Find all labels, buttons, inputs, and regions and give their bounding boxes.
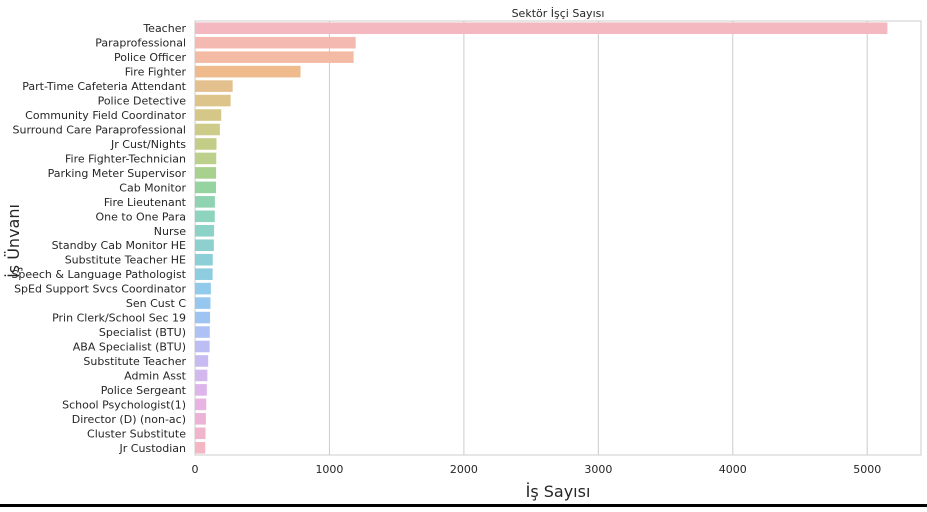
bar: [195, 167, 217, 179]
bar: [195, 340, 210, 353]
x-tick-labels: 0 1000 2000 3000 4000 5000: [192, 463, 882, 476]
x-tick-label: 0: [192, 463, 199, 476]
y-tick-label: Prin Clerk/School Sec 19: [52, 312, 186, 325]
y-tick-label: Sen Cust C: [126, 297, 186, 310]
x-axis-label: İş Sayısı: [526, 482, 591, 501]
bar: [195, 80, 233, 92]
bar: [195, 239, 214, 252]
bar: [195, 138, 217, 150]
y-tick-label: Nurse: [154, 225, 186, 238]
bar: [195, 36, 356, 49]
y-tick-label: Police Detective: [98, 95, 187, 108]
bar: [195, 253, 213, 266]
bar: [195, 282, 211, 295]
y-tick-label: Fire Fighter-Technician: [65, 152, 186, 165]
bar: [195, 152, 217, 165]
bar: [195, 427, 206, 440]
bar: [195, 94, 231, 107]
y-tick-label: Fire Lieutenant: [104, 196, 187, 209]
y-tick-label: Police Officer: [114, 51, 187, 64]
bar: [195, 297, 211, 309]
x-tick-label: 2000: [450, 463, 478, 476]
bar: [195, 384, 207, 396]
y-axis-label: İş Ünvanı: [4, 204, 23, 278]
y-tick-label: Jr Custodian: [119, 442, 186, 455]
y-tick-label: Director (D) (non-ac): [72, 413, 186, 426]
x-tick-label: 5000: [853, 463, 881, 476]
y-tick-label: Jr Cust/Nights: [110, 138, 186, 151]
y-tick-label: Fire Fighter: [125, 66, 187, 79]
y-tick-label: Cab Monitor: [119, 181, 186, 194]
bar: [195, 398, 207, 411]
y-tick-label: SpEd Support Svcs Coordinator: [14, 283, 186, 296]
bar: [195, 65, 301, 78]
bars-group: [195, 22, 888, 454]
bar: [195, 181, 216, 194]
y-tick-label: Parking Meter Supervisor: [48, 167, 187, 180]
y-tick-label: School Psychologist(1): [62, 398, 186, 411]
plot-frame: [194, 20, 922, 456]
bar: [195, 123, 220, 136]
y-tick-label: Substitute Teacher HE: [65, 254, 186, 267]
chart-title: Sektör İşçi Sayısı: [512, 7, 605, 20]
x-tick-label: 4000: [719, 463, 747, 476]
y-tick-label: Admin Asst: [124, 369, 187, 382]
bar: [195, 355, 209, 367]
y-tick-label: One to One Para: [96, 210, 186, 223]
y-tick-label: Standby Cab Monitor HE: [52, 239, 186, 252]
bar: [195, 224, 215, 237]
bar: [195, 210, 215, 223]
bar: [195, 441, 206, 454]
y-tick-label: Teacher: [142, 22, 186, 35]
x-tick-label: 1000: [315, 463, 343, 476]
y-tick-label: ABA Specialist (BTU): [73, 341, 186, 354]
y-tick-label: Substitute Teacher: [83, 355, 186, 368]
bar: [195, 51, 354, 63]
bottom-divider: [0, 504, 927, 507]
y-tick-label: Community Field Coordinator: [25, 109, 186, 122]
bar: [195, 109, 222, 121]
y-tick-label: Speech & Language Pathologist: [11, 268, 186, 281]
y-tick-label: Police Sergeant: [101, 384, 187, 397]
y-tick-label: Part-Time Cafeteria Attendant: [22, 80, 186, 93]
y-tick-label: Paraprofessional: [95, 37, 186, 50]
bar: [195, 311, 211, 324]
x-tick-label: 3000: [584, 463, 612, 476]
grid-lines: [194, 21, 868, 455]
bar: [195, 326, 210, 338]
y-tick-label: Cluster Substitute: [87, 427, 186, 440]
bar: [195, 22, 888, 35]
bar: [195, 413, 206, 425]
y-tick-label: Specialist (BTU): [99, 326, 186, 339]
y-tick-label: Surround Care Paraprofessional: [13, 124, 186, 137]
bar: [195, 196, 215, 208]
bar: [195, 268, 213, 280]
bar: [195, 369, 208, 382]
